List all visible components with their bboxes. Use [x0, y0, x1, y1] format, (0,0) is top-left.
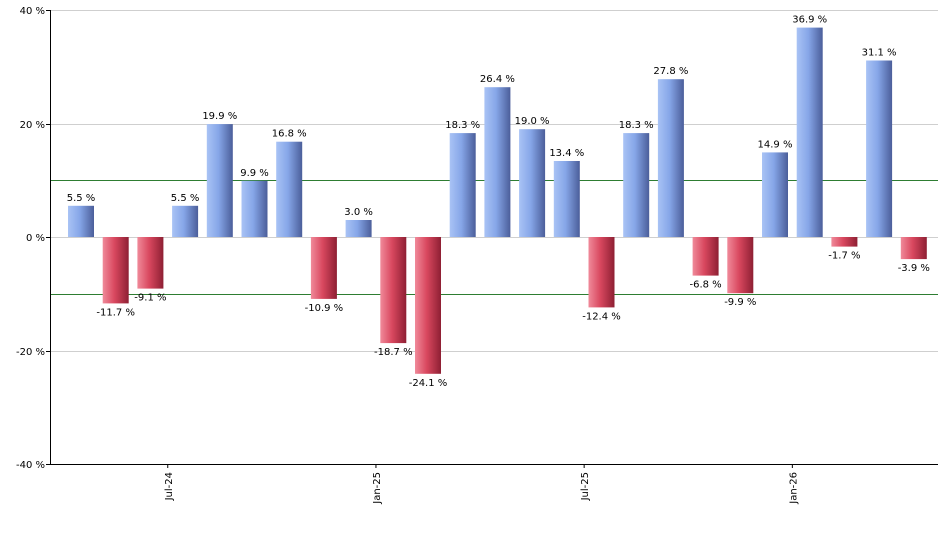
bars: [68, 27, 927, 374]
axes: -40 % -20 % 0 % 20 % 40 % Jul-24 Jan-25 Jul-25 J…: [16, 6, 938, 505]
bar-negative: [831, 237, 858, 247]
bar-positive: [796, 27, 823, 237]
bar-positive: [866, 60, 893, 237]
bar-negative: [588, 237, 615, 308]
y-tick-label: -40 %: [16, 460, 45, 471]
x-tick-label: Jul-25: [580, 472, 591, 501]
y-tick-label: 20 %: [20, 120, 45, 131]
bar-positive: [623, 133, 650, 237]
data-label: 19.0 %: [515, 116, 550, 127]
data-label: -9.1 %: [134, 293, 166, 304]
data-label: -1.7 %: [828, 251, 860, 262]
data-label: 16.8 %: [272, 129, 307, 140]
bar-positive: [519, 129, 546, 237]
bar-negative: [692, 237, 719, 276]
bar-negative: [380, 237, 407, 344]
bar-negative: [415, 237, 441, 374]
data-label: 31.1 %: [862, 48, 897, 59]
bar-positive: [172, 205, 199, 237]
data-label: -9.9 %: [724, 297, 756, 308]
bar-positive: [276, 141, 303, 237]
data-label: 36.9 %: [792, 15, 827, 26]
bar-positive: [553, 161, 580, 237]
x-tick-label: Jan-26: [788, 472, 799, 505]
data-label: 3.0 %: [344, 207, 373, 218]
data-label: 18.3 %: [619, 120, 654, 131]
data-label: -18.7 %: [374, 347, 413, 358]
y-tick-label: 0 %: [26, 233, 45, 244]
bar-positive: [657, 79, 684, 237]
data-label: 9.9 %: [240, 168, 269, 179]
data-label: 27.8 %: [653, 66, 688, 77]
bar-positive: [762, 152, 788, 237]
x-tick-label: Jan-25: [372, 472, 383, 505]
data-label: 5.5 %: [171, 193, 200, 204]
bar-positive: [206, 124, 233, 237]
data-label: 13.4 %: [549, 148, 584, 159]
data-label: -3.9 %: [898, 263, 930, 274]
data-label: -6.8 %: [689, 280, 721, 291]
data-label: -10.9 %: [305, 303, 344, 314]
bar-positive: [241, 180, 268, 237]
bar-negative: [310, 237, 337, 299]
bar-positive: [449, 133, 476, 237]
x-tick-label: Jul-24: [164, 472, 175, 501]
bar-positive: [68, 205, 94, 237]
data-label: -12.4 %: [582, 311, 621, 322]
data-label: -11.7 %: [96, 307, 135, 318]
data-label: 18.3 %: [445, 120, 480, 131]
bar-negative: [102, 237, 129, 304]
y-tick-label: 40 %: [20, 6, 45, 17]
bar-negative: [727, 237, 754, 294]
data-label: 19.9 %: [202, 111, 237, 122]
data-label: 14.9 %: [758, 139, 793, 150]
data-label: 26.4 %: [480, 74, 515, 85]
bar-positive: [484, 87, 511, 237]
bar-negative: [137, 237, 164, 289]
y-tick-label: -20 %: [16, 347, 45, 358]
bar-negative: [900, 237, 927, 260]
bar-positive: [345, 220, 372, 237]
data-label: -24.1 %: [409, 378, 448, 389]
data-label: 5.5 %: [67, 193, 96, 204]
data-labels: 5.5 % -11.7 % -9.1 % 5.5 % 19.9 % 9.9 % 16.8 %…: [67, 15, 930, 389]
